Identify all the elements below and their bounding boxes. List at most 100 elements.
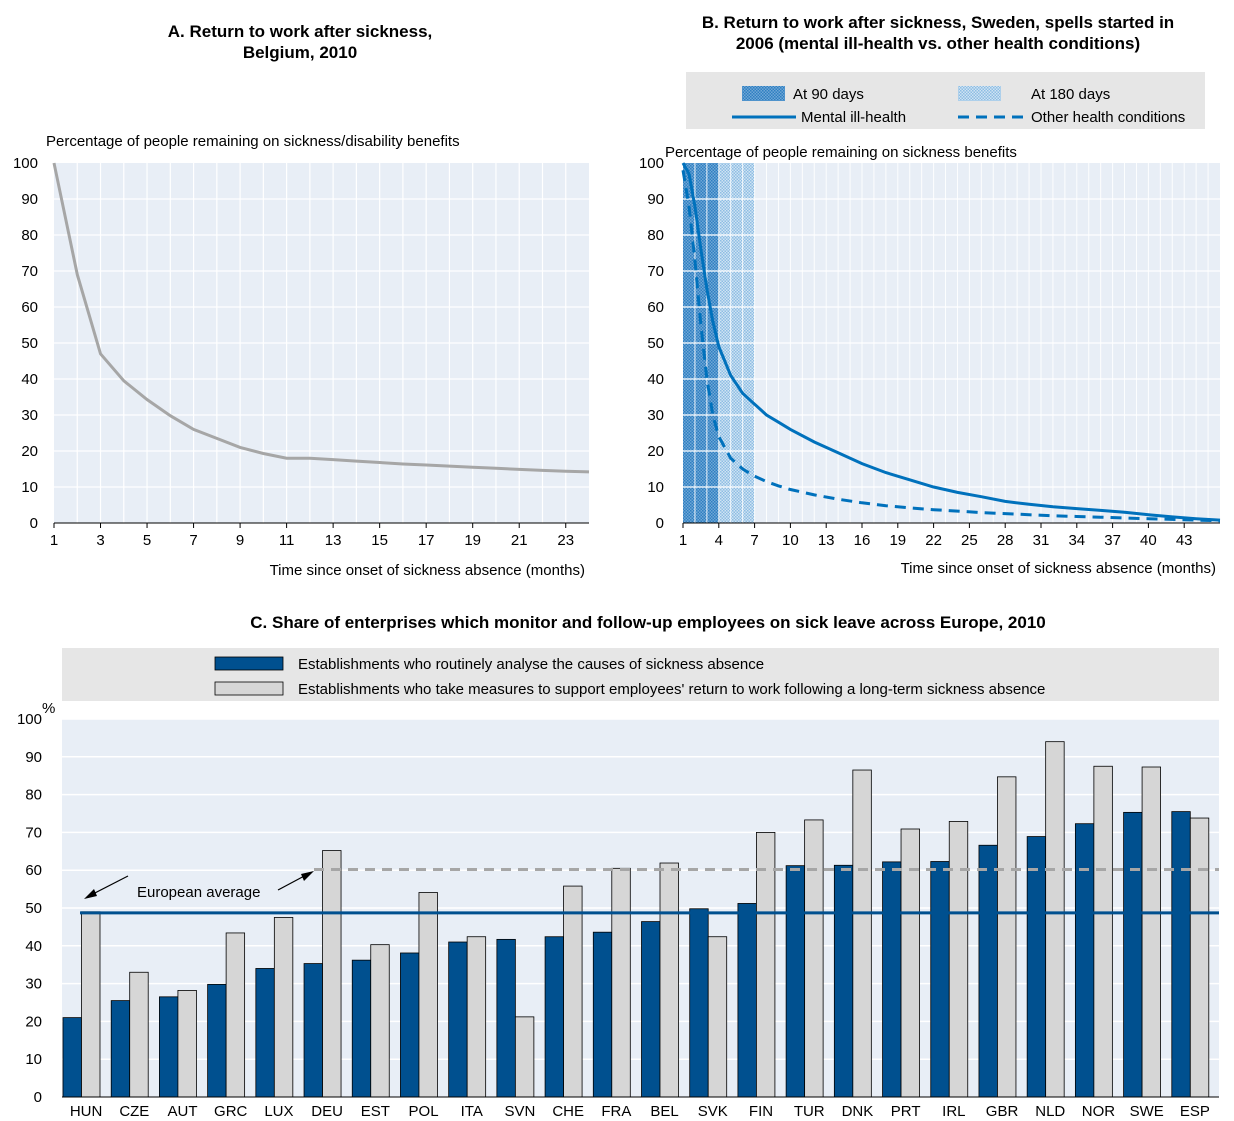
bar-analyse-bel — [641, 921, 661, 1098]
panel-b-xtick-label: 25 — [961, 532, 978, 549]
bar-analyse-irl — [930, 861, 950, 1098]
bar-analyse-deu — [303, 963, 323, 1098]
panel-a-title-line2: Belgium, 2010 — [243, 43, 357, 62]
panel-b-xtick-label: 1 — [679, 532, 687, 549]
panel-c-xtick-label: FIN — [749, 1103, 773, 1120]
bar-analyse-aut — [159, 996, 179, 1098]
legend-band-180-swatch — [958, 86, 1001, 101]
panel-a-ytick-label: 100 — [13, 155, 38, 172]
panel-a-xtick-label: 23 — [557, 532, 574, 549]
panel-b-xtick-label: 4 — [715, 532, 723, 549]
panel-a-ytick-label: 80 — [21, 227, 38, 244]
panel-c-xtick-label: TUR — [794, 1103, 825, 1120]
panel-b-xtick-label: 40 — [1140, 532, 1157, 549]
panel-c-xtick-label: CHE — [552, 1103, 584, 1120]
legend-analyse-swatch — [214, 656, 284, 671]
legend-support-swatch — [214, 681, 284, 696]
panel-b-title-line2: 2006 (mental ill-health vs. other health… — [736, 34, 1140, 53]
panel-c-xtick-label: SVK — [698, 1103, 728, 1120]
panel-c-ytick-label: 20 — [25, 1013, 42, 1030]
panel-c-xtick-label: HUN — [70, 1103, 103, 1120]
panel-b-xtick-label: 19 — [889, 532, 906, 549]
panel-b-ylabel: Percentage of people remaining on sickne… — [665, 144, 1017, 161]
panel-b-xtick-label: 10 — [782, 532, 799, 549]
bar-analyse-grc — [207, 983, 227, 1098]
bar-analyse-ita — [448, 941, 468, 1098]
bar-analyse-svn — [496, 938, 516, 1098]
bar-analyse-hun — [62, 1017, 82, 1098]
panel-a-ytick-label: 20 — [21, 443, 38, 460]
panel-c-xtick-label: NLD — [1035, 1103, 1065, 1120]
panel-a-x-ticks: 1 3 5 7 9 11 13 15 17 19 21 23 — [50, 523, 574, 549]
panel-b-y-ticks: 0 10 20 30 40 50 60 70 80 90 100 — [639, 155, 664, 532]
panel-a-xtick-label: 7 — [189, 532, 197, 549]
legend-analyse-label: Establishments who routinely analyse the… — [298, 656, 764, 673]
bar-analyse-gbr — [978, 844, 998, 1098]
panel-b-ytick-label: 50 — [647, 335, 664, 352]
bar-support-svk — [707, 936, 728, 1098]
panel-b-ytick-label: 100 — [639, 155, 664, 172]
bar-support-bel — [659, 862, 679, 1098]
panel-c-x-ticks: HUN CZE AUT GRC LUX DEU EST POL ITA SVN CHE FRA BEL S… — [70, 1103, 1210, 1120]
panel-c-ytick-label: 70 — [25, 824, 42, 841]
panel-a-ytick-label: 40 — [21, 371, 38, 388]
bar-support-dnk — [852, 769, 872, 1098]
panel-b-xtick-label: 22 — [925, 532, 942, 549]
panel-c-xtick-label: GBR — [986, 1103, 1019, 1120]
bar-analyse-che — [544, 936, 564, 1098]
panel-a-xtick-label: 5 — [143, 532, 151, 549]
bar-support-tur — [804, 819, 824, 1098]
panel-c-ytick-label: 90 — [25, 749, 42, 766]
panel-a-xtick-label: 19 — [464, 532, 481, 549]
bar-support-fin — [756, 832, 776, 1098]
panel-a-ytick-label: 50 — [21, 335, 38, 352]
panel-b-ytick-label: 80 — [647, 227, 664, 244]
panel-a-title-line1: A. Return to work after sickness, — [168, 22, 433, 41]
panel-c-xtick-label: BEL — [650, 1103, 678, 1120]
legend-mental-label: Mental ill-health — [801, 109, 906, 126]
panel-c-xtick-label: PRT — [891, 1103, 921, 1120]
panel-c-xtick-label: ITA — [461, 1103, 483, 1120]
bar-support-swe — [1141, 766, 1161, 1098]
bar-analyse-esp — [1171, 811, 1191, 1098]
panel-b-xtick-label: 28 — [997, 532, 1014, 549]
bar-support-aut — [177, 990, 197, 1098]
bar-analyse-cze — [110, 1000, 131, 1098]
bar-support-cze — [129, 971, 149, 1098]
panel-a-ytick-label: 70 — [21, 263, 38, 280]
bar-analyse-pol — [400, 952, 420, 1098]
panel-b-ytick-label: 0 — [656, 515, 664, 532]
panel-b-xtick-label: 37 — [1104, 532, 1121, 549]
panel-c-ytick-label: 0 — [34, 1089, 42, 1106]
panel-b-mental-ill-health-line — [681, 162, 1221, 522]
panel-c-xtick-label: SVN — [505, 1103, 536, 1120]
panel-a: A. Return to work after sickness, Belgiu… — [13, 22, 590, 579]
bar-analyse-nld — [1026, 836, 1047, 1098]
panel-c-xtick-label: ESP — [1180, 1103, 1210, 1120]
panel-c-xtick-label: FRA — [601, 1103, 631, 1120]
bar-support-svn — [514, 1016, 535, 1098]
bar-support-irl — [948, 821, 969, 1098]
bar-analyse-lux — [255, 968, 275, 1098]
bar-analyse-est — [351, 959, 372, 1098]
panel-a-xtick-label: 9 — [236, 532, 244, 549]
panel-b-ytick-label: 60 — [647, 299, 664, 316]
panel-b-ytick-label: 40 — [647, 371, 664, 388]
panel-b-xtick-label: 7 — [750, 532, 758, 549]
panel-c: C. Share of enterprises which monitor an… — [17, 613, 1219, 1120]
panel-c-ytick-label: 30 — [25, 976, 42, 993]
panel-c-ytick-label: 50 — [25, 900, 42, 917]
legend-band-90-swatch — [742, 86, 785, 101]
panel-a-ytick-label: 30 — [21, 407, 38, 424]
panel-c-xtick-label: POL — [409, 1103, 439, 1120]
panel-a-xtick-label: 11 — [279, 532, 295, 549]
panel-a-ytick-label: 10 — [21, 479, 38, 496]
panel-a-xtick-label: 13 — [325, 532, 342, 549]
panel-a-gridlines — [54, 163, 589, 523]
panel-a-ytick-label: 60 — [21, 299, 38, 316]
panel-a-xtick-label: 17 — [418, 532, 435, 549]
legend-band-90-label: At 90 days — [793, 86, 864, 103]
panel-b-xtick-label: 16 — [854, 532, 871, 549]
panel-c-xtick-label: IRL — [942, 1103, 965, 1120]
